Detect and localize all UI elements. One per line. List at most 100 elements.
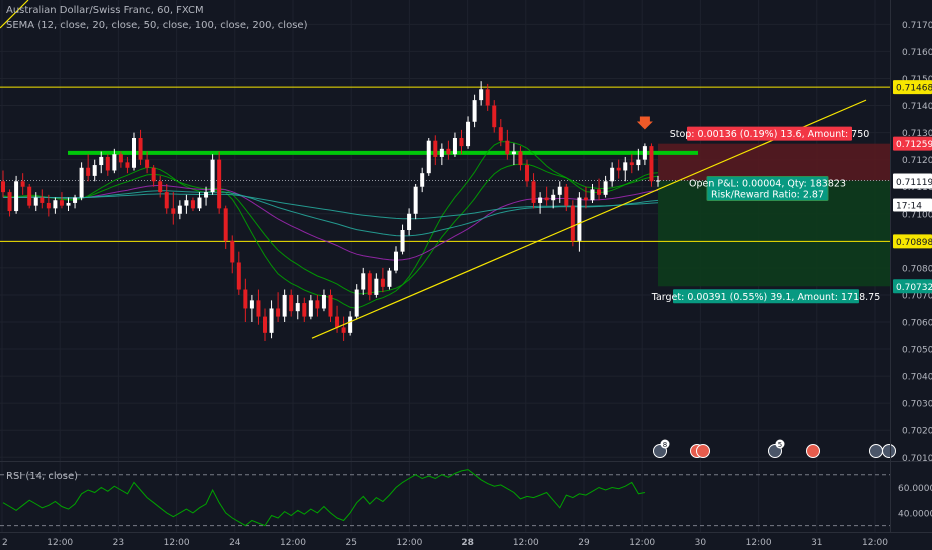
candle (308, 294, 313, 320)
event-earth-icon (882, 444, 896, 458)
price-label-box (893, 136, 932, 151)
candle-body (53, 200, 58, 209)
candle (649, 143, 654, 187)
candle-body (485, 89, 490, 106)
rsi-legend: RSI (14, close) (6, 471, 79, 482)
candle-body (583, 197, 588, 201)
candle-body (7, 192, 12, 212)
candle (236, 251, 241, 295)
candle (538, 192, 543, 214)
candle-body (73, 197, 78, 203)
stop-label: Stop: 0.00136 (0.19%) 13.6, Amount: 750 (670, 129, 870, 140)
candle-body (243, 289, 248, 309)
candle-body (197, 197, 202, 209)
candle (295, 294, 300, 320)
price-label-box (893, 174, 932, 189)
time-tick-label: 12:00 (746, 538, 772, 548)
candle (354, 284, 359, 320)
candle-body (210, 159, 215, 193)
candle-body (439, 148, 444, 157)
candle (498, 119, 503, 147)
candle (433, 135, 438, 166)
candle-body (446, 148, 451, 155)
candle (420, 167, 425, 193)
candle (505, 129, 510, 160)
event-flag-icon (806, 444, 820, 458)
rsi-line (2, 469, 645, 527)
candle-body (177, 205, 182, 214)
candle-body (236, 262, 241, 290)
candle-body (511, 151, 516, 155)
candle (125, 156, 130, 174)
candle (518, 146, 523, 171)
candle (197, 192, 202, 212)
target-label-box (673, 289, 859, 304)
candle-body (394, 251, 398, 271)
candle (479, 81, 484, 106)
candle (557, 181, 562, 203)
candle-body (190, 200, 195, 209)
candle (230, 235, 235, 274)
candle (525, 159, 529, 187)
sema-line (2, 163, 659, 295)
candle (531, 173, 536, 209)
time-tick-label: 12:00 (280, 538, 306, 548)
candle (249, 294, 254, 322)
time-tick-label: 28 (461, 538, 474, 548)
risk-reward-label: Risk/Reward Ratio: 2.87 (711, 189, 824, 200)
candle-body (498, 127, 503, 141)
candle (315, 294, 320, 317)
candle-body (249, 300, 254, 309)
candle (1, 170, 5, 198)
candle-body (525, 165, 529, 182)
candle-body (1, 181, 5, 193)
position-tool[interactable]: Stop: 0.00136 (0.19%) 13.6, Amount: 750 O… (636, 116, 881, 304)
candle (243, 278, 248, 322)
candle-body (151, 167, 156, 182)
event-count-label: 5 (778, 441, 782, 449)
price-label-box (893, 279, 932, 294)
candle (616, 159, 621, 179)
candle-body (433, 140, 438, 157)
countdown-label: 17:14 (896, 201, 922, 211)
candle-body (321, 294, 326, 309)
candle (177, 200, 182, 220)
time-tick-label: 25 (345, 538, 356, 548)
time-tick-label: 24 (229, 538, 241, 548)
candle-body (387, 270, 392, 287)
candle-body (59, 200, 64, 206)
position-zones[interactable] (658, 143, 890, 287)
candle (492, 100, 497, 133)
candle-body (531, 181, 536, 203)
candle (158, 175, 163, 198)
candle-body (282, 294, 287, 317)
candle-body (171, 208, 176, 214)
price-label: 0.71468 (896, 84, 932, 94)
time-tick-label: 2 (2, 538, 8, 548)
price-label-box (893, 80, 932, 95)
candle (367, 270, 372, 301)
candle (59, 192, 64, 209)
candle-body (20, 181, 25, 187)
candle-body (276, 308, 281, 317)
rsi-tick-label: 40.0000 (898, 509, 932, 519)
candle-body (348, 316, 353, 333)
candle-body (479, 89, 484, 101)
candle-body (230, 240, 235, 263)
candle-body (184, 200, 189, 206)
target-label: Target: 0.00391 (0.55%) 39.1, Amount: 17… (651, 292, 881, 303)
candle-body (302, 303, 307, 317)
candle-body (459, 138, 464, 147)
candle (570, 200, 575, 247)
candle (394, 246, 398, 274)
candle-body (256, 300, 261, 317)
candle-body (33, 197, 38, 206)
candle (276, 292, 281, 322)
